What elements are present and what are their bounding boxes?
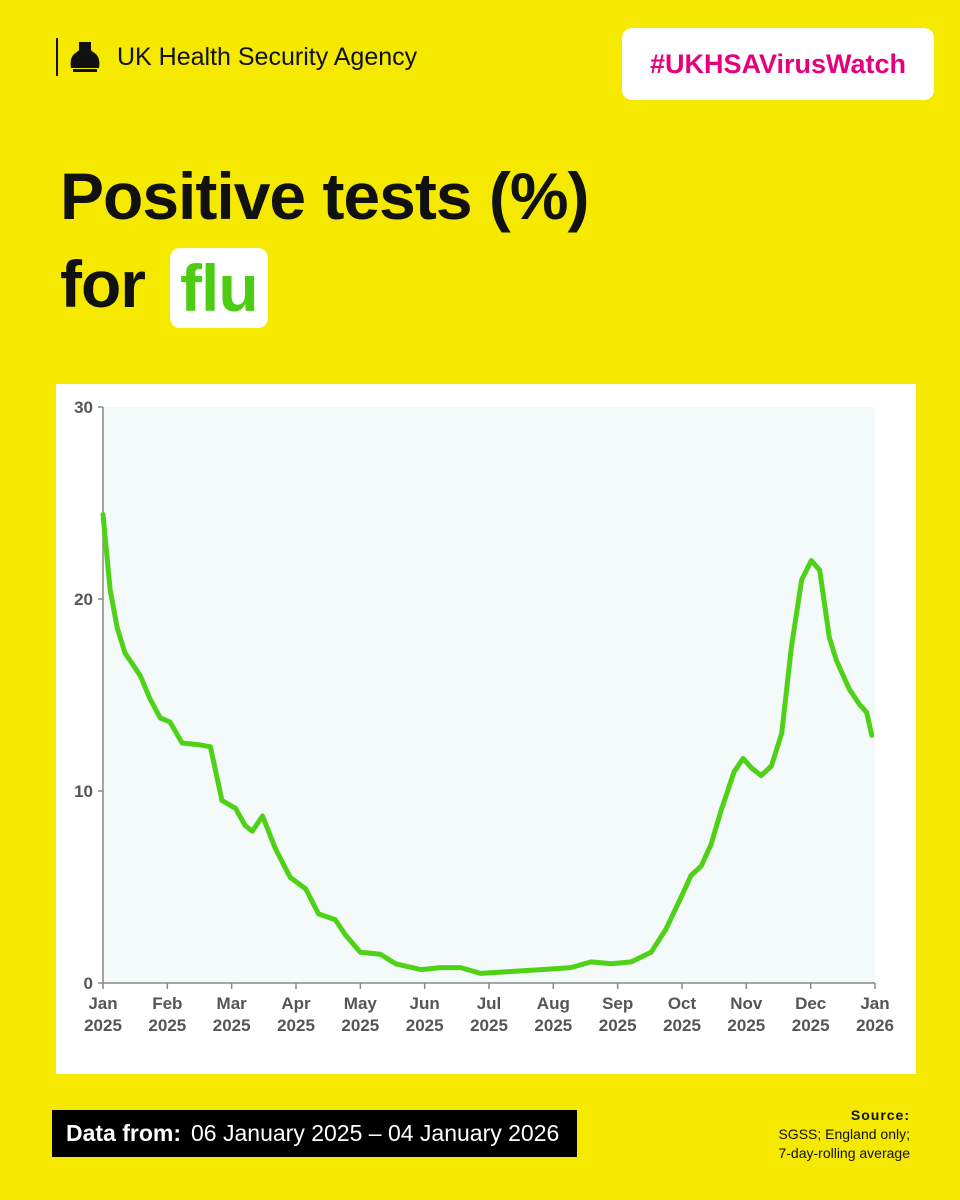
source: Source: SGSS; England only; 7-day-rollin… [778,1106,910,1163]
source-line: 7-day-rolling average [778,1145,910,1161]
range-text: 06 January 2025 – 04 January 2026 [191,1120,560,1146]
source-label: Source: [850,1107,910,1123]
y-tick-label: 10 [74,782,93,801]
plot-area [103,407,875,983]
range-label: Data from: [66,1120,182,1146]
x-tick-label: Jun 2025 [405,994,444,1035]
x-tick-label: Aug 2025 [534,994,573,1035]
agency-name: UK Health Security Agency [117,43,418,71]
x-tick-label: Jan 2026 [856,994,894,1035]
chart: 0 10 20 30 [74,398,876,993]
x-tick-label: Feb 2025 [148,994,187,1035]
x-tick-label: Nov 2025 [727,994,766,1035]
x-tick-label: Sep 2025 [598,994,637,1035]
x-tick-label: Jan 2025 [84,994,122,1035]
data-line [100,512,875,976]
hashtag-box: #UKHSAVirusWatch [622,28,934,100]
title-line: Positive tests (%) [60,159,589,233]
y-tick-label: 20 [74,590,93,609]
x-tick-label: Dec 2025 [791,994,830,1035]
y-tick-label: 0 [84,974,93,993]
title-highlight: flu [170,248,268,328]
logo [56,38,100,76]
x-tick-label: May 2025 [341,994,380,1035]
x-tick-label: Apr 2025 [277,994,315,1035]
source-line: SGSS; England only; [778,1126,910,1142]
date-range: Data from: 06 January 2025 – 04 January … [52,1110,578,1157]
hashtag: #UKHSAVirusWatch [649,48,907,79]
x-tick-label: Mar 2025 [212,994,251,1035]
y-tick-label: 30 [74,398,93,417]
chart-panel: 0 10 20 30 Jan 2025 Feb 2025 Mar 2025 Apr 2025… [56,384,916,1074]
x-tick-label: Jul 2025 [470,994,508,1035]
title-line: for [60,247,146,321]
x-tick-label: Oct 2025 [663,994,701,1035]
